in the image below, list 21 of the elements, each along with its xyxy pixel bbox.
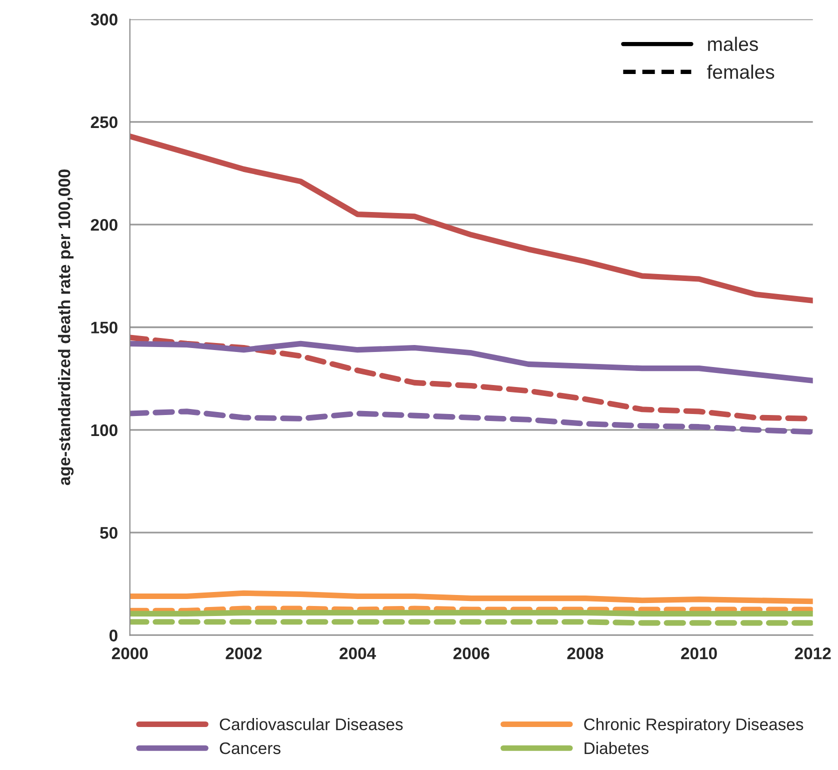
x-tick-label: 2004 [340,647,376,660]
legend-label: Chronic Respiratory Diseases [584,718,804,734]
y-axis-title: age-standardized death rate per 100,000 [58,170,74,486]
x-tick-label: 2002 [226,647,262,660]
y-tick-label: 200 [90,218,118,231]
y-tick-label: 0 [109,630,118,642]
annotation: females [707,64,774,79]
x-tick-label: 2008 [567,647,604,660]
x-tick-label: 2006 [453,647,490,660]
x-tick-label: 2000 [112,647,148,660]
x-tick-label: 2012 [794,647,831,660]
y-tick-label: 50 [100,526,118,539]
legend-label: Cancers [220,742,280,754]
y-tick-label: 300 [90,14,118,26]
y-tick-label: 250 [90,116,118,128]
x-tick-label: 2010 [681,647,717,660]
y-tick-label: 100 [91,424,118,436]
y-tick-label: 150 [91,322,118,334]
legend-label: Cardiovascular Diseases [220,718,403,730]
legend-label: Diabetes [584,742,648,754]
annotation: males [708,36,758,52]
